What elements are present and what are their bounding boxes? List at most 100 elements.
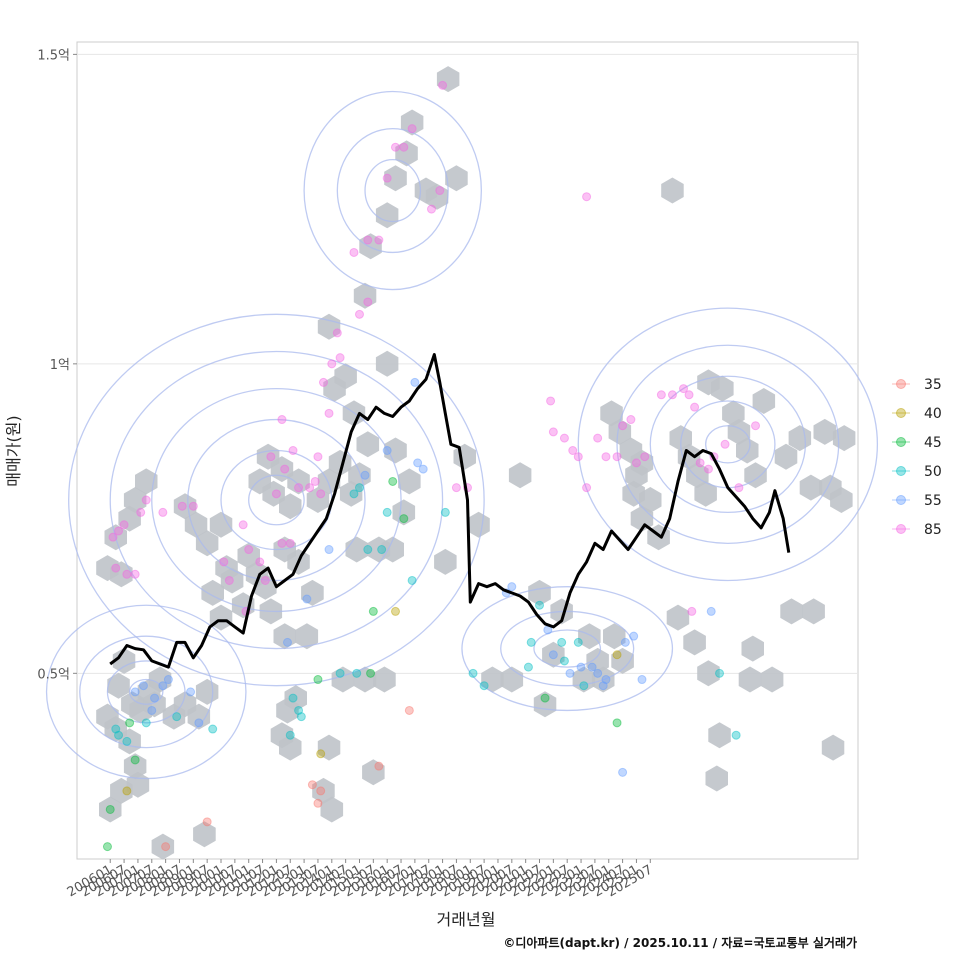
data-point-85 [305,483,315,493]
data-point-85 [114,526,124,536]
data-point-85 [435,186,445,196]
data-point-85 [260,575,270,585]
data-point-55 [418,464,428,474]
density-contour [303,90,482,291]
data-point-50 [335,668,345,678]
data-point-50 [172,712,182,722]
data-point-50 [294,705,304,715]
data-point-85 [568,446,578,455]
density-contour [577,307,879,582]
density-contour [151,387,402,613]
data-point-55 [282,637,292,647]
data-point-50 [285,730,295,740]
hexbin-cell [295,623,319,650]
data-point-55 [382,446,392,455]
density-contour [106,660,186,724]
hexbin-cell [284,685,307,712]
density-contour [649,375,807,514]
hexbin-cell [331,666,355,693]
legend-key-dot [896,408,906,418]
density-contour [364,158,422,223]
data-point-35 [307,780,317,790]
hexbin-cell [708,722,731,749]
data-point-55 [565,668,575,678]
data-point-55 [147,705,157,715]
legend-key-dot [896,524,906,534]
data-point-85 [451,483,461,493]
data-point-85 [438,80,448,90]
hexbin-cell [705,765,728,792]
legend-key-dot [896,495,906,505]
density-contour-layer [45,90,879,780]
y-tick-label: 1억 [50,358,70,373]
data-point-85 [324,408,334,418]
data-point-85 [548,427,558,437]
data-point-55 [618,767,628,777]
data-point-85 [335,353,345,363]
data-point-35 [202,817,212,827]
data-point-50 [111,724,121,734]
data-point-85 [690,402,700,412]
hexbin-cell [112,647,136,674]
hexbin-cell [312,777,335,804]
data-point-50 [349,489,359,499]
hexbin-cell [317,313,341,340]
hexbin-cell [481,666,504,693]
hexbin-cell [187,703,211,730]
legend-key-dot [896,379,906,389]
data-point-50 [715,668,725,678]
data-point-85 [244,545,254,555]
data-point-40 [316,749,326,759]
hexbin-cell [436,66,460,93]
data-point-35 [374,761,384,771]
hexbin-cell [353,666,377,693]
density-contour [68,313,485,687]
hexbin-cell [209,511,233,538]
data-point-50 [296,712,306,722]
hexbin-cell [603,623,626,650]
density-contour [616,344,840,544]
hexbin-cell [508,462,532,489]
y-axis: 0.5억 1억 1.5억 [37,48,77,682]
hexbin-cell [395,140,418,167]
hexbin-cell [813,418,836,445]
data-point-85 [277,538,287,548]
hexbin-cell [608,418,632,445]
gridlines [77,53,858,674]
hexbin-cell [434,548,457,575]
y-tick-label: 1.5억 [37,48,70,63]
data-point-85 [631,458,641,468]
data-point-50 [122,736,132,746]
data-point-55 [163,675,173,685]
data-point-50 [731,730,741,740]
hexbin-cell [780,598,803,625]
data-point-50 [352,668,362,678]
hexbin-cell [384,437,407,464]
hexbin-cell [741,635,764,662]
data-point-85 [546,396,556,406]
density-contour [705,425,751,464]
legend-label: 35 [924,377,942,393]
data-point-50 [382,507,392,517]
data-point-85 [687,606,697,616]
data-point-50 [407,575,417,585]
median-line-layer [109,353,791,669]
data-point-55 [620,637,630,647]
data-point-85 [158,507,168,517]
hexbin-cell [320,796,344,823]
hexbin-cell [467,511,490,538]
hexbin-cell [533,691,557,718]
y-tick-label: 0.5억 [37,667,70,682]
hexbin-cell [572,666,596,693]
data-point-85 [130,569,140,579]
median-price-line [109,353,791,669]
data-point-85 [318,377,328,387]
data-point-55 [130,687,140,697]
hexbin-cell [123,487,147,513]
legend-label: 85 [924,522,942,538]
data-point-85 [177,501,187,511]
data-point-45 [102,842,112,852]
data-point-85 [626,415,636,425]
legend-key-dot [896,466,906,476]
hexbin-cell [639,487,662,513]
